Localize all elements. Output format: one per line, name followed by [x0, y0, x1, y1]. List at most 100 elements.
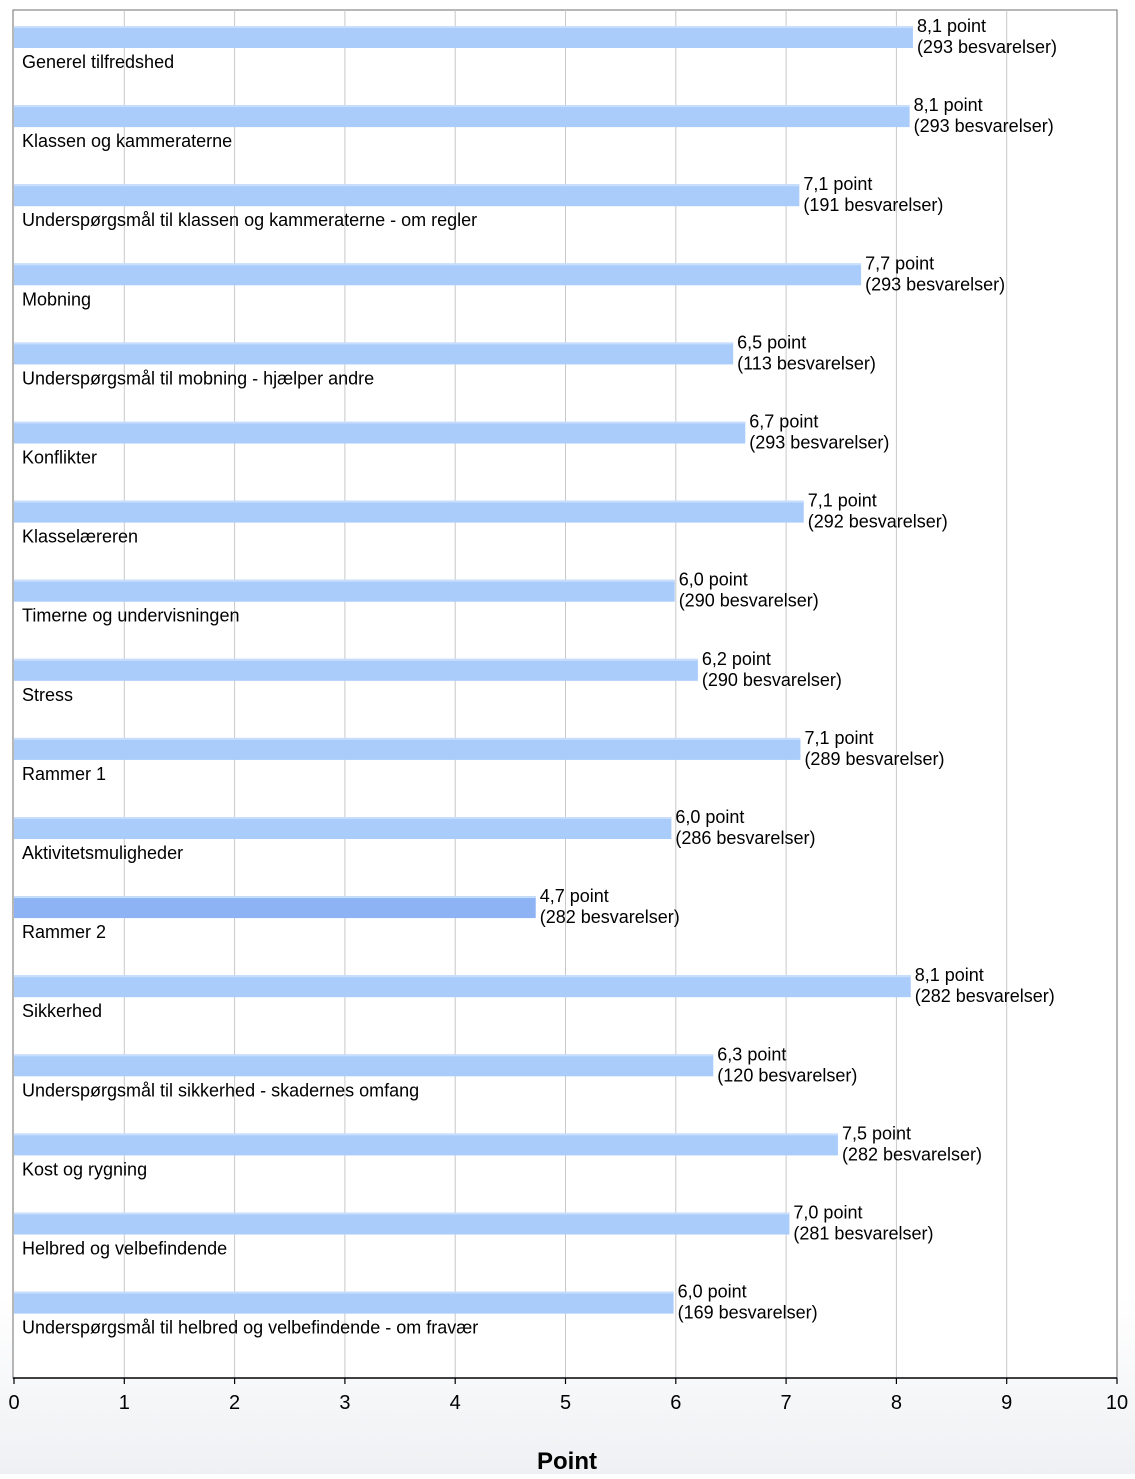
count-label: (281 besvarelser) — [793, 1224, 933, 1244]
x-axis-title: Point — [537, 1448, 597, 1474]
count-label: (290 besvarelser) — [702, 670, 842, 690]
bar — [14, 421, 746, 444]
bar-highlight — [14, 658, 698, 661]
count-label: (292 besvarelser) — [808, 512, 948, 532]
count-label: (191 besvarelser) — [803, 195, 943, 215]
bar — [14, 184, 800, 207]
category-label: Kost og rygning — [22, 1159, 147, 1179]
bar — [14, 1054, 714, 1077]
bar — [14, 500, 804, 523]
category-label: Underspørgsmål til helbred og velbefinde… — [22, 1318, 478, 1338]
category-label: Klasselæreren — [22, 527, 138, 547]
value-label: 7,7 point — [865, 253, 934, 273]
count-label: (169 besvarelser) — [678, 1303, 818, 1323]
category-label: Sikkerhed — [22, 1001, 102, 1021]
bar-highlight — [14, 975, 911, 978]
category-label: Konflikter — [22, 448, 97, 468]
value-label: 6,0 point — [679, 570, 748, 590]
value-label: 7,1 point — [803, 174, 872, 194]
bar-highlight — [14, 184, 800, 187]
count-label: (293 besvarelser) — [917, 37, 1057, 57]
bar — [14, 342, 734, 365]
x-tick-label: 3 — [339, 1392, 350, 1414]
x-tick-label: 0 — [8, 1392, 19, 1414]
x-tick-label: 8 — [891, 1392, 902, 1414]
value-label: 6,5 point — [737, 332, 806, 352]
count-label: (113 besvarelser) — [737, 353, 876, 373]
category-label: Rammer 1 — [22, 764, 106, 784]
category-label: Underspørgsmål til sikkerhed - skadernes… — [22, 1080, 419, 1100]
bar-highlight — [14, 105, 910, 108]
category-label: Timerne og undervisningen — [22, 606, 239, 626]
count-label: (293 besvarelser) — [749, 433, 889, 453]
bar — [14, 975, 911, 998]
bar-highlight — [14, 1133, 838, 1136]
value-label: 7,1 point — [804, 728, 873, 748]
value-label: 4,7 point — [540, 886, 609, 906]
bar — [14, 26, 913, 48]
category-label: Klassen og kammeraterne — [22, 131, 232, 151]
count-label: (293 besvarelser) — [865, 274, 1005, 294]
bar-highlight — [14, 896, 536, 899]
bar — [14, 1212, 790, 1235]
bar — [14, 737, 801, 760]
bar — [14, 263, 862, 286]
bar-highlight — [14, 26, 913, 28]
category-label: Helbred og velbefindende — [22, 1239, 227, 1259]
bars — [14, 26, 913, 1314]
x-tick-label: 9 — [1001, 1392, 1012, 1414]
count-label: (289 besvarelser) — [804, 749, 944, 769]
category-label: Generel tilfredshed — [22, 52, 174, 72]
category-label: Underspørgsmål til mobning - hjælper and… — [22, 368, 374, 388]
bar-highlight — [14, 1054, 714, 1057]
count-label: (290 besvarelser) — [679, 591, 819, 611]
value-label: 7,5 point — [842, 1123, 911, 1143]
value-label: 6,0 point — [675, 807, 744, 827]
category-label: Underspørgsmål til klassen og kammerater… — [22, 210, 477, 230]
x-axis: 0 1 2 3 4 5 6 7 8 9 10 — [8, 1377, 1128, 1414]
bar-highlight — [14, 1291, 674, 1294]
count-label: (282 besvarelser) — [842, 1144, 982, 1164]
x-tick-label: 6 — [670, 1392, 681, 1414]
category-label: Stress — [22, 685, 73, 705]
count-label: (120 besvarelser) — [717, 1065, 857, 1085]
bar-highlight — [14, 579, 675, 582]
bar-highlight — [14, 817, 672, 819]
value-label: 7,1 point — [808, 491, 877, 511]
count-label: (293 besvarelser) — [914, 116, 1054, 136]
value-label: 6,2 point — [702, 649, 771, 669]
bar-highlight — [14, 1212, 790, 1215]
count-label: (286 besvarelser) — [675, 828, 815, 848]
x-tick-label: 2 — [229, 1392, 240, 1414]
bar — [14, 896, 536, 919]
bar-highlight — [14, 421, 746, 424]
bar — [14, 658, 698, 681]
value-label: 6,0 point — [678, 1282, 747, 1302]
x-tick-label: 5 — [560, 1392, 571, 1414]
value-label: 8,1 point — [917, 16, 986, 36]
value-label: 7,0 point — [793, 1203, 862, 1223]
value-label: 6,3 point — [717, 1044, 786, 1064]
bar — [14, 817, 672, 839]
x-tick-label: 10 — [1106, 1392, 1128, 1414]
x-tick-label: 1 — [119, 1392, 130, 1414]
bar-highlight — [14, 263, 862, 266]
category-label: Mobning — [22, 289, 91, 309]
bar — [14, 1291, 674, 1314]
bar-highlight — [14, 500, 804, 503]
bar-highlight — [14, 342, 734, 345]
bar — [14, 1133, 838, 1156]
bar-highlight — [14, 737, 801, 740]
count-label: (282 besvarelser) — [540, 907, 680, 927]
value-label: 8,1 point — [915, 965, 984, 985]
category-label: Aktivitetsmuligheder — [22, 843, 183, 863]
value-label: 6,7 point — [749, 412, 818, 432]
category-label: Rammer 2 — [22, 922, 106, 942]
count-label: (282 besvarelser) — [915, 986, 1055, 1006]
x-tick-label: 4 — [450, 1392, 461, 1414]
bar — [14, 579, 675, 602]
value-label: 8,1 point — [914, 95, 983, 115]
